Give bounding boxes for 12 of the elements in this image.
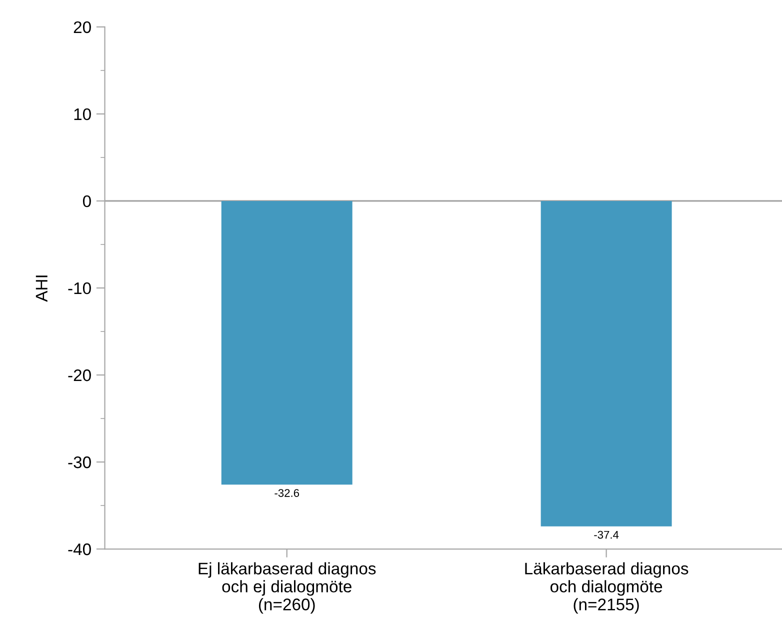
data-label: -32.6	[274, 489, 300, 497]
y-axis-title: AHI	[36, 276, 48, 302]
x-tick-label: Ej läkarbaserad diagnos och ej dialogmöte (n=260)	[198, 562, 376, 614]
y-tick-label: 20	[74, 21, 91, 34]
y-tick-label: 0	[82, 195, 91, 208]
y-tick-label: -10	[68, 282, 91, 294]
data-label: -37.4	[594, 530, 619, 539]
y-tick-label: 10	[74, 108, 91, 120]
y-tick-label: -20	[68, 369, 91, 382]
y-tick-label: -40	[68, 543, 91, 556]
x-tick-label: Läkarbaserad diagnos och dialogmöte (n=2155)	[525, 562, 688, 614]
y-tick-label: -30	[68, 456, 91, 468]
